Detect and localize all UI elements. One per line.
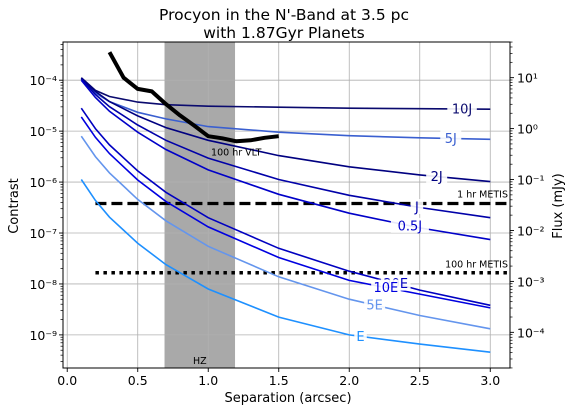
series-label-5J: 5J — [445, 132, 457, 147]
y-tick-label: 10⁻⁹ — [29, 328, 57, 343]
vlt-curve — [107, 51, 279, 144]
series-label-bg — [410, 199, 424, 215]
y-axis-label: Contrast — [7, 178, 22, 234]
series-label-bg — [371, 279, 401, 295]
series-label-bg — [354, 328, 367, 344]
y-tick-label: 10⁻⁶ — [29, 175, 57, 190]
series-line-E — [80, 179, 491, 353]
series-label-5E: 5E — [366, 299, 383, 314]
x-tick-label: 0.0 — [57, 373, 77, 388]
y-tick-label: 10⁻⁵ — [29, 124, 57, 139]
series-label-0.5J: 0.5J — [398, 219, 423, 234]
metis-100hr-label: 100 hr METIS — [445, 260, 508, 271]
series-line-0.5J — [80, 79, 491, 241]
x-tick-label: 2.5 — [410, 373, 430, 388]
series-line-J — [80, 78, 491, 219]
x-tick-label: 3.0 — [480, 373, 500, 388]
x-tick-label: 0.5 — [128, 373, 148, 388]
chart-title-line2: with 1.87Gyr Planets — [203, 24, 364, 42]
series-label-bg — [390, 217, 429, 233]
right-y-tick-label: 10⁻⁴ — [517, 325, 545, 340]
series-label-bg — [440, 130, 462, 146]
y-tick-label: 10⁻⁴ — [29, 73, 57, 88]
x-tick-label: 2.0 — [339, 373, 359, 388]
vlt-label: 100 hr VLT — [211, 147, 262, 158]
hz-label: HZ — [193, 356, 207, 367]
series-label-bg — [426, 168, 448, 184]
series-label-2J: 2J — [431, 170, 443, 185]
right-y-tick-label: 10⁻³ — [517, 274, 545, 289]
series-line-10J — [80, 77, 491, 110]
series-label-bg — [364, 297, 386, 313]
series-label-bg — [447, 101, 477, 117]
y-tick-label: 10⁻⁸ — [29, 277, 57, 292]
series-label-10E: 10E — [374, 281, 399, 296]
x-axis-label: Separation (arcsec) — [224, 391, 351, 406]
series-line-2J — [80, 77, 491, 183]
metis-1hr-label: 1 hr METIS — [457, 189, 508, 200]
right-y-tick-label: 10⁻¹ — [517, 173, 545, 188]
right-y-tick-label: 10⁰ — [517, 122, 538, 137]
plot-frame — [62, 41, 511, 369]
x-tick-label: 1.0 — [198, 373, 218, 388]
x-tick-label: 1.5 — [269, 373, 289, 388]
series-label-10J: 10J — [452, 103, 472, 118]
chart-title-line1: Procyon in the N'-Band at 3.5 pc — [159, 6, 409, 24]
right-y-tick-label: 10¹ — [517, 71, 538, 86]
right-y-tick-label: 10⁻² — [517, 223, 545, 238]
y-tick-label: 10⁻⁷ — [29, 226, 57, 241]
series-label-E: E — [356, 330, 364, 345]
series-label-J: J — [414, 201, 419, 216]
series-line-5E — [80, 135, 491, 330]
right-y-axis-label: Flux (mJy) — [551, 173, 566, 239]
